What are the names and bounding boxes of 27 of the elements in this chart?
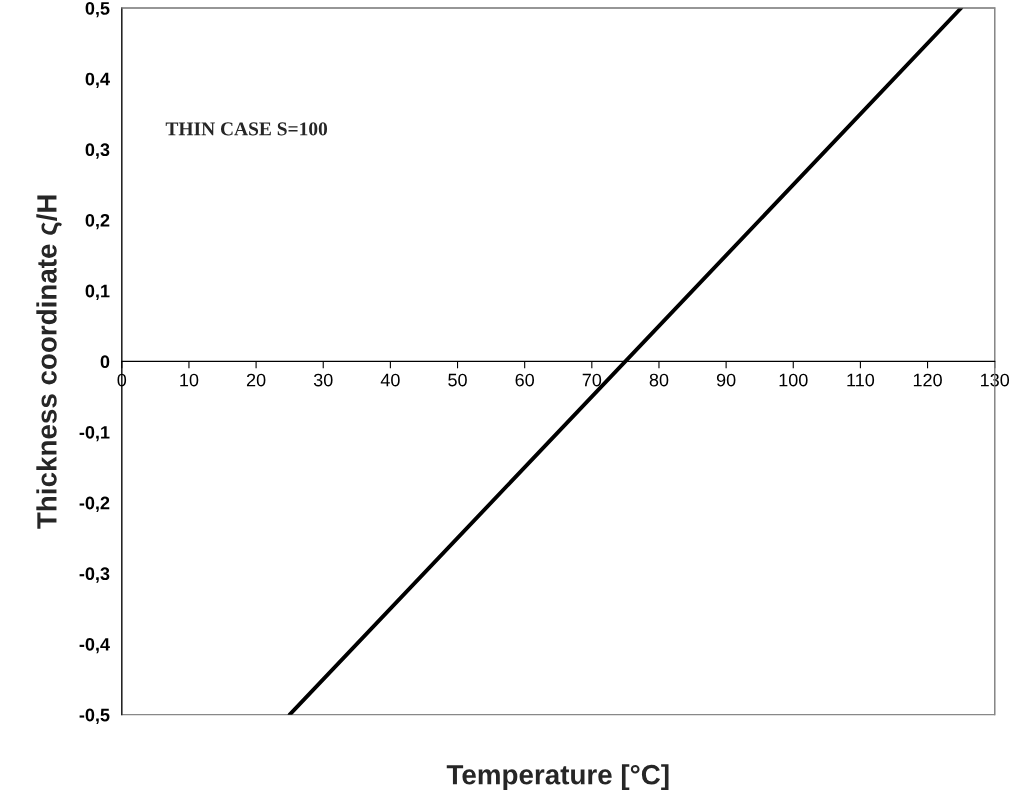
x-tick-label: 30 [313,373,333,387]
x-tick-label: 120 [913,373,942,387]
x-tick-label: 90 [716,373,736,387]
annotation: THIN CASE S=100 [165,122,328,136]
x-tick-label: 70 [582,373,602,387]
y-tick-label: -0,5 [79,708,110,725]
x-tick-label: 80 [649,373,669,387]
x-axis-title: Temperature [°C] [446,764,669,791]
x-tick-label: 50 [448,373,467,387]
y-tick-label: 0,1 [85,284,110,301]
y-tick-label: -0,4 [79,637,110,654]
y-axis-title: Thickness coordinate ς/H [36,195,62,529]
y-tick-label: 0,3 [85,143,110,159]
y-tick-label: -0,1 [79,425,110,442]
x-tick-label: 110 [847,373,875,387]
y-tick-label: -0,2 [79,496,110,513]
x-tick-label: 40 [380,373,400,387]
y-tick-label: 0 [100,355,110,369]
y-tick-label: 0,2 [85,213,110,230]
y-tick-label: -0,3 [79,567,110,583]
y-tick-label: 0,4 [85,72,110,89]
x-tick-label: 60 [515,373,535,387]
x-tick-label: 130 [981,373,1010,387]
y-tick-label: 0,5 [85,1,110,18]
x-tick-label: 100 [779,373,808,387]
x-tick-label: 10 [180,373,199,387]
x-tick-label: 20 [246,373,266,387]
